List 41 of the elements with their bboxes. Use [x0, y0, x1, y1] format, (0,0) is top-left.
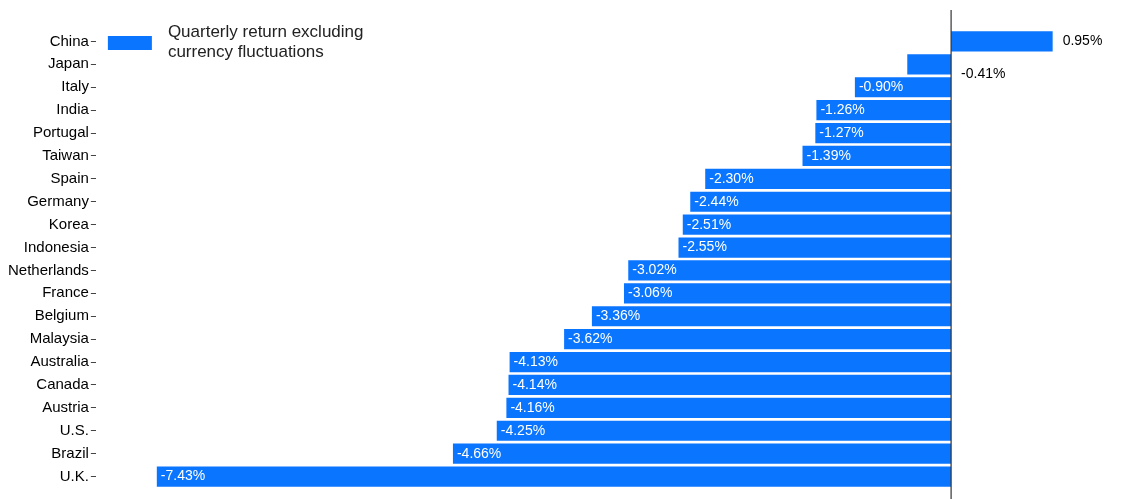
- data-label: -4.16%: [510, 398, 555, 415]
- data-label: -2.44%: [694, 192, 739, 209]
- data-label: -4.25%: [500, 421, 546, 438]
- data-label: -7.43%: [160, 467, 206, 484]
- y-tick-label: Netherlands: [7, 260, 89, 278]
- y-tick-label: Canada: [36, 375, 90, 393]
- y-tick-label: France: [42, 283, 89, 301]
- data-label: -3.36%: [595, 307, 641, 324]
- data-label: -0.41%: [961, 65, 1006, 82]
- y-tick-label: Malaysia: [29, 329, 90, 347]
- y-tick-label: Portugal: [33, 123, 89, 141]
- y-tick-label: Spain: [50, 168, 89, 186]
- data-label: -1.39%: [806, 146, 851, 163]
- data-label: -1.27%: [819, 123, 864, 140]
- data-label: -4.13%: [513, 352, 558, 369]
- data-label: -3.06%: [627, 284, 673, 301]
- data-label: -0.90%: [858, 78, 904, 95]
- y-tick-label: Italy: [61, 77, 90, 95]
- y-tick-label: Korea: [48, 214, 90, 232]
- data-label: -2.30%: [709, 169, 754, 186]
- data-label: 0.95%: [1062, 32, 1103, 49]
- y-tick-label: Austria: [42, 397, 90, 415]
- y-tick-label: U.S.: [59, 420, 89, 438]
- y-tick-label: Australia: [30, 352, 90, 370]
- y-tick-label: Taiwan: [42, 146, 89, 164]
- data-label: -2.51%: [686, 215, 732, 232]
- y-tick-label: Germany: [27, 191, 90, 209]
- data-label: -4.14%: [512, 375, 557, 392]
- y-tick-label: Belgium: [34, 306, 89, 324]
- y-tick-label: Indonesia: [23, 237, 90, 255]
- data-label: -3.02%: [632, 261, 677, 278]
- data-label: -1.26%: [820, 101, 865, 118]
- data-label: -2.55%: [682, 238, 727, 255]
- y-tick-label: Brazil: [51, 443, 89, 461]
- data-label: -4.66%: [456, 444, 502, 461]
- data-label: -3.62%: [568, 330, 613, 347]
- legend-label: Quarterly return excluding currency fluctuations: [167, 21, 364, 61]
- y-tick-label: China: [49, 31, 90, 49]
- y-tick-label: U.K.: [59, 466, 89, 484]
- y-tick-label: India: [56, 100, 90, 118]
- y-tick-label: Japan: [48, 54, 89, 72]
